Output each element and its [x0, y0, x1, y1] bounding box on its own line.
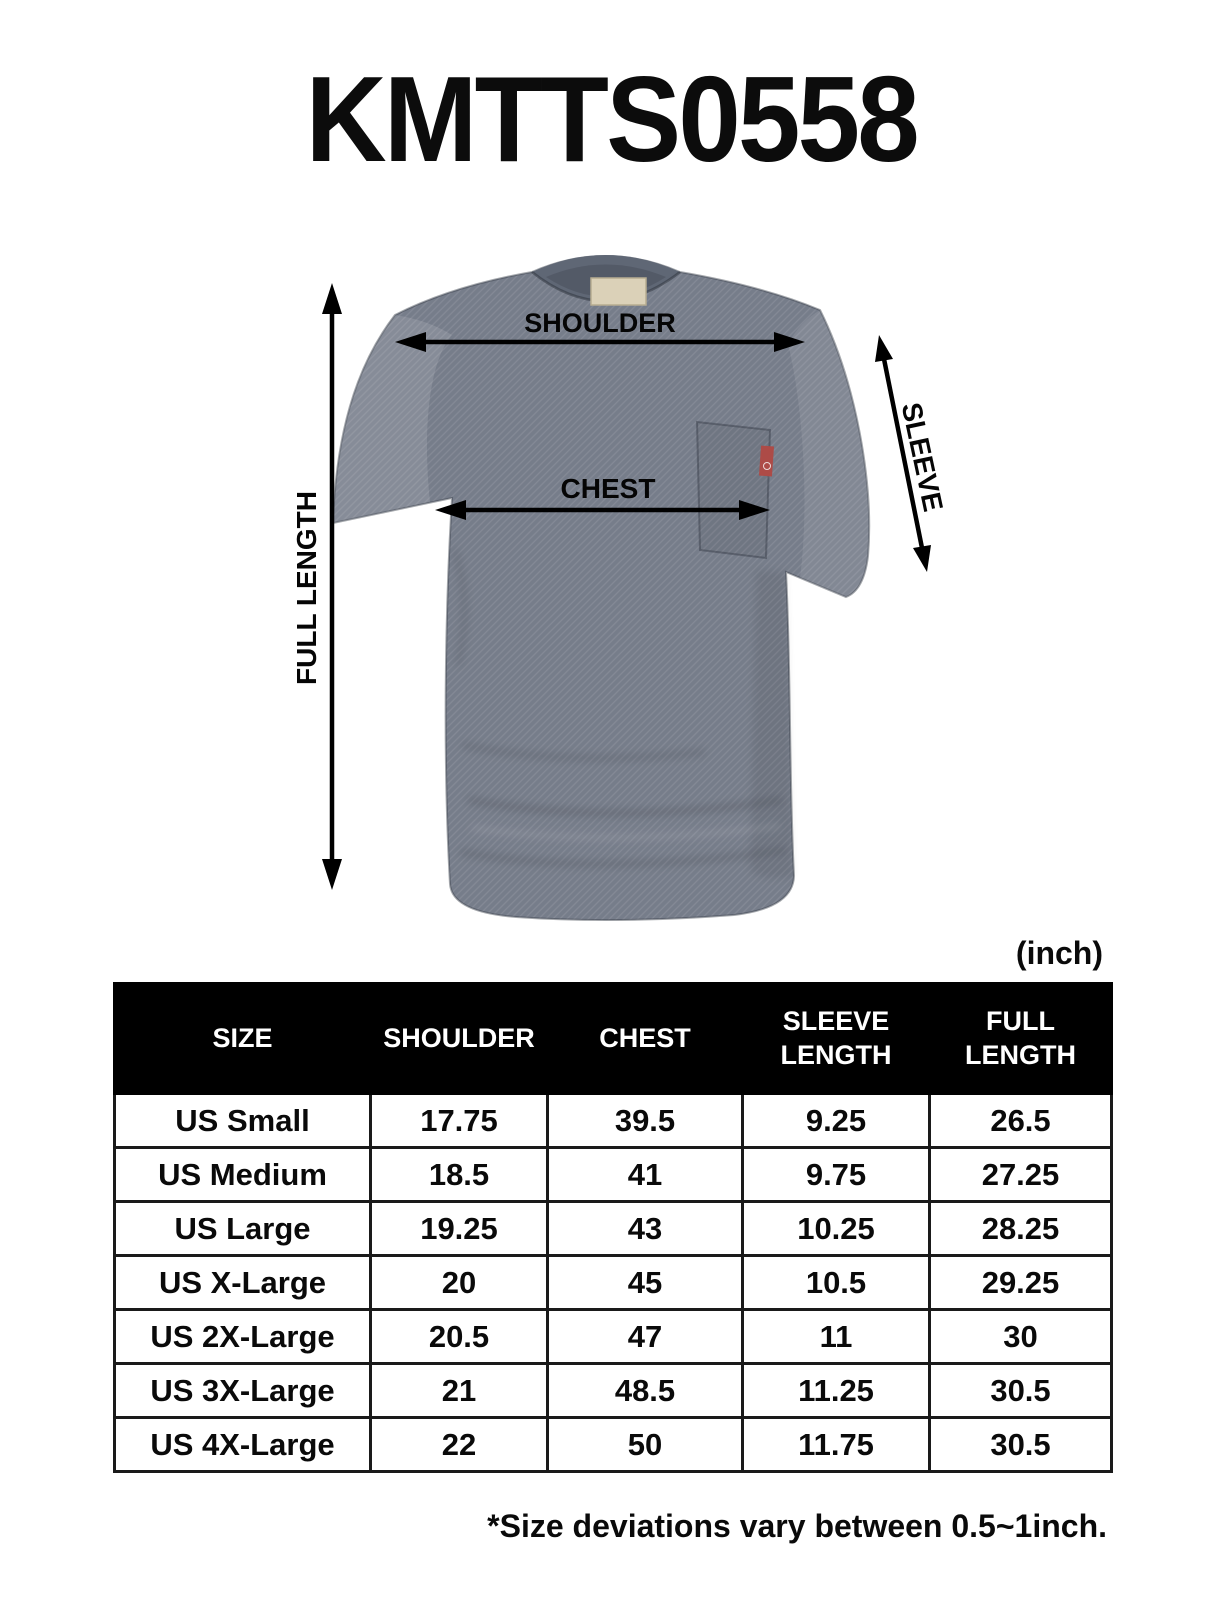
product-code-title: KMTTS0558: [305, 51, 920, 187]
neck-tag: [590, 277, 647, 306]
table-row: US 2X-Large 20.5 47 11 30: [113, 1308, 1113, 1365]
shoulder-cell: 20.5: [369, 1308, 549, 1365]
pocket-tag-logo: [763, 462, 771, 470]
title-row: KMTTS0558: [113, 58, 1110, 180]
size-table: SIZE SHOULDER CHEST SLEEVE LENGTH FULL L…: [113, 982, 1113, 1473]
pocket-brand-tag: [758, 445, 775, 477]
sleeve-cell: 11.75: [741, 1416, 931, 1473]
table-row: US 3X-Large 21 48.5 11.25 30.5: [113, 1362, 1113, 1419]
size-cell: US Medium: [113, 1146, 372, 1203]
table-row: US Medium 18.5 41 9.75 27.25: [113, 1146, 1113, 1203]
shoulder-arrow: [395, 332, 805, 352]
shoulder-cell: 22: [369, 1416, 549, 1473]
left-sleeve-highlight: [333, 315, 452, 523]
shoulder-cell: 21: [369, 1362, 549, 1419]
header-row: SIZE SHOULDER CHEST SLEEVE LENGTH FULL L…: [113, 982, 1113, 1095]
size-cell: US 3X-Large: [113, 1362, 372, 1419]
shoulder-label: SHOULDER: [524, 308, 676, 338]
units-label: (inch): [1015, 935, 1103, 971]
size-cell: US 4X-Large: [113, 1416, 372, 1473]
chest-arrow: [435, 500, 770, 520]
full-length-cell: 30.5: [928, 1416, 1113, 1473]
chest-cell: 50: [546, 1416, 744, 1473]
tshirt-graphic: [331, 255, 871, 922]
sleeve-cell: 11: [741, 1308, 931, 1365]
full-length-cell: 28.25: [928, 1200, 1113, 1257]
chest-cell: 48.5: [546, 1362, 744, 1419]
full-length-label: FULL LENGTH: [291, 491, 322, 685]
sleeve-cell: 9.25: [741, 1092, 931, 1149]
shoulder-cell: 17.75: [369, 1092, 549, 1149]
col-header-shoulder: SHOULDER: [369, 982, 549, 1095]
size-cell: US Large: [113, 1200, 372, 1257]
sleeve-arrow: [875, 335, 931, 572]
sleeve-cell: 10.5: [741, 1254, 931, 1311]
size-cell: US X-Large: [113, 1254, 372, 1311]
table-row: US Small 17.75 39.5 9.25 26.5: [113, 1092, 1113, 1149]
col-header-sleeve-length: SLEEVE LENGTH: [741, 982, 931, 1095]
chest-cell: 47: [546, 1308, 744, 1365]
table-row: US 4X-Large 22 50 11.75 30.5: [113, 1416, 1113, 1473]
body-side-shadow: [750, 570, 794, 878]
chest-cell: 43: [546, 1200, 744, 1257]
size-table-container: SIZE SHOULDER CHEST SLEEVE LENGTH FULL L…: [113, 982, 1113, 1473]
size-cell: US Small: [113, 1092, 372, 1149]
full-length-cell: 29.25: [928, 1254, 1113, 1311]
chest-cell: 41: [546, 1146, 744, 1203]
col-header-chest: CHEST: [546, 982, 744, 1095]
sleeve-cell: 10.25: [741, 1200, 931, 1257]
shoulder-cell: 20: [369, 1254, 549, 1311]
right-sleeve-highlight: [788, 310, 870, 597]
full-length-cell: 27.25: [928, 1146, 1113, 1203]
chest-label: CHEST: [561, 473, 656, 504]
full-length-arrow: [322, 283, 342, 890]
size-deviation-footnote: *Size deviations vary between 0.5~1inch.: [487, 1508, 1107, 1544]
chest-pocket: [695, 420, 772, 560]
full-length-cell: 30.5: [928, 1362, 1113, 1419]
sleeve-cell: 9.75: [741, 1146, 931, 1203]
full-length-cell: 30: [928, 1308, 1113, 1365]
shoulder-cell: 19.25: [369, 1200, 549, 1257]
table-row: US Large 19.25 43 10.25 28.25: [113, 1200, 1113, 1257]
col-header-full-length: FULL LENGTH: [928, 982, 1113, 1095]
tshirt-body: [331, 255, 871, 922]
table-row: US X-Large 20 45 10.5 29.25: [113, 1254, 1113, 1311]
sleeve-cell: 11.25: [741, 1362, 931, 1419]
hem-wrinkles: [452, 549, 787, 868]
tshirt-measurement-diagram: FULL LENGTH SHOULDER CHEST SLEEVE: [291, 255, 949, 922]
size-cell: US 2X-Large: [113, 1308, 372, 1365]
shoulder-cell: 18.5: [369, 1146, 549, 1203]
chest-cell: 39.5: [546, 1092, 744, 1149]
full-length-cell: 26.5: [928, 1092, 1113, 1149]
chest-cell: 45: [546, 1254, 744, 1311]
col-header-size: SIZE: [113, 982, 372, 1095]
